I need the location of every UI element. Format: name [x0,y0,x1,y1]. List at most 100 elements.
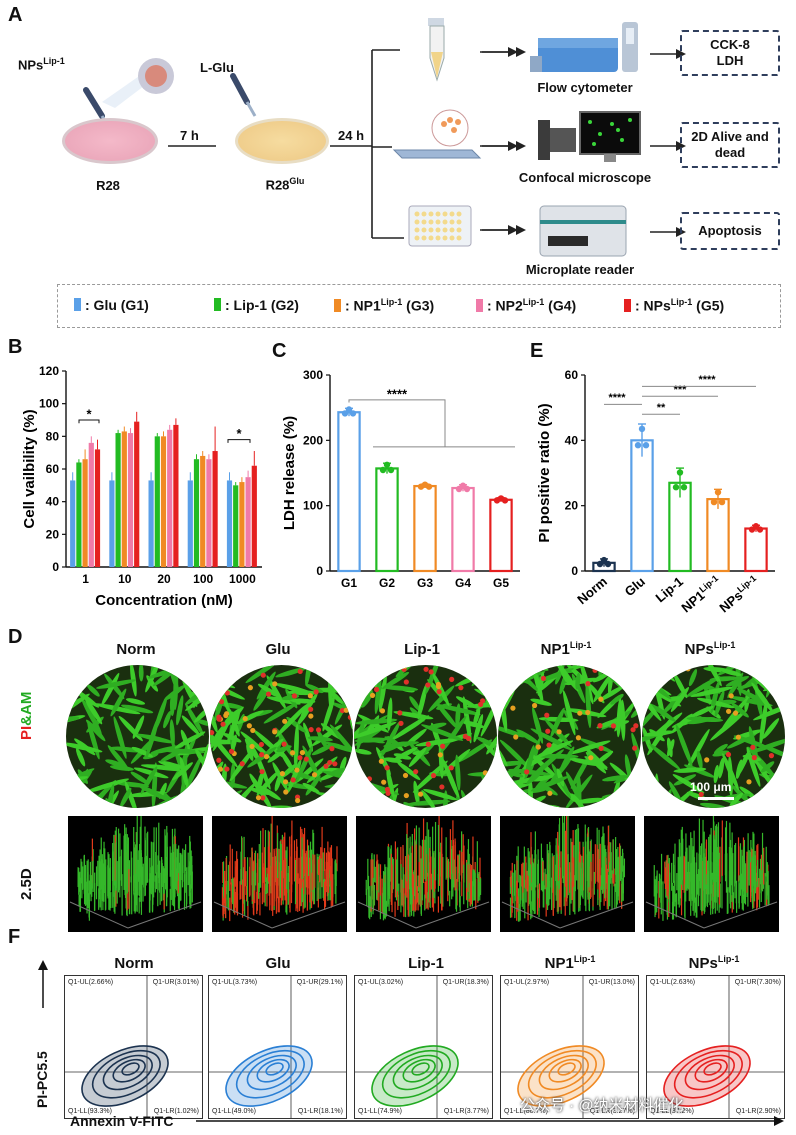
r28-dish [62,118,158,164]
y-axis-label: Cell vailbility (%) [21,409,38,528]
y-tick-label: 300 [303,368,323,382]
surface-plot-nps [644,816,779,932]
data-point [680,484,688,491]
cell-am [354,721,397,739]
data-point [383,461,391,468]
cell-pi [491,795,497,801]
cell-am [274,683,313,694]
surface-axis [357,901,417,929]
bar [245,477,251,567]
significance-star: * [86,406,92,421]
cell-pi [704,757,710,763]
surface-axis [213,901,273,929]
cell-am [66,754,70,798]
cell-pi [282,779,289,785]
cell-am [289,698,316,704]
legend-item-g1: : Glu (G1) [74,297,149,313]
cell-am [610,693,624,705]
significance-star: **** [698,374,716,386]
cell-am [662,789,672,808]
cell-pi [224,690,230,696]
flow-plot-glu: Q1-UL(3.73%) Q1-UR(29.1%) Q1-LL(49.0%) Q… [208,975,347,1119]
bar [744,527,768,573]
x-tick-label: NP1Lip-1 [678,573,724,615]
output-cck8-ldh: CCK-8 LDH [680,30,780,76]
cell-pi [307,693,313,699]
cell-am [210,665,237,693]
microplate-label: Microplate reader [525,262,635,277]
cell-am [210,779,248,789]
bar [134,421,140,567]
cell-am [710,710,747,741]
fluorescence-image-glu [210,665,353,808]
cell-am [210,790,240,808]
cell-am [274,773,282,792]
cell-pi [556,729,562,735]
data-point [341,410,349,417]
cell-am [136,784,170,802]
cell-pi [216,714,222,720]
data-point [421,481,429,488]
cell-pi [265,691,272,697]
cell-pi [323,763,329,769]
cell-pi [633,766,639,772]
cell-pi [615,675,621,681]
cell-pi [482,770,488,776]
cell-pi [297,668,303,675]
cell-pi [218,699,225,705]
cell-am [397,761,421,781]
cell-pi [510,705,516,711]
cell-pi [506,691,513,697]
cell-am [66,791,80,804]
cell-am [391,747,418,763]
cell-am [562,690,576,736]
legend-item-g5: : NPsLip-1 (G5) [624,297,724,314]
cell-pi [597,723,603,729]
cell-pi [373,686,380,693]
cell-pi [224,766,230,772]
flow-cytometer-label: Flow cytometer [537,80,633,95]
cell-pi [575,735,582,741]
cell-am [379,741,406,754]
cell-am [735,759,743,779]
cell-pi [585,709,591,716]
flow-cytometer-icon [530,22,638,72]
cell-pi [751,755,757,761]
bar [451,486,475,573]
surface-axis [703,901,778,929]
cell-am [690,686,733,698]
cell-am [327,668,353,689]
contour-ring [102,1054,153,1091]
cell-pi [585,681,591,687]
cell-pi [377,667,383,673]
cell-am [556,768,565,787]
cell-am [145,716,159,759]
significance-star: ** [657,402,666,414]
cell-am [72,788,86,808]
cell-pi [366,776,373,782]
cell-pi [397,710,403,716]
cell-am [718,757,725,779]
cell-am [654,773,660,808]
x-axis-arrow [196,1116,784,1126]
y-tick-label: 100 [39,397,59,411]
x-tick-label: NPsLip-1 [716,573,762,615]
cell-am [216,706,244,735]
contour-ring [381,1049,451,1099]
cell-pi [535,744,541,750]
cell-pi [343,707,349,713]
cell-pi [213,688,219,694]
cell-am [210,704,218,733]
cell-am [466,701,497,708]
cell-pi [403,679,409,685]
cell-am [672,774,705,794]
cell-am [506,770,524,778]
cell-am [620,699,626,741]
cell-am [532,665,544,704]
x-tick-label: Glu [622,574,648,599]
cell-am [486,730,497,755]
cell-pi [379,708,386,714]
row-label-2-5d: 2.5D [18,868,35,900]
cell-am [359,795,381,801]
